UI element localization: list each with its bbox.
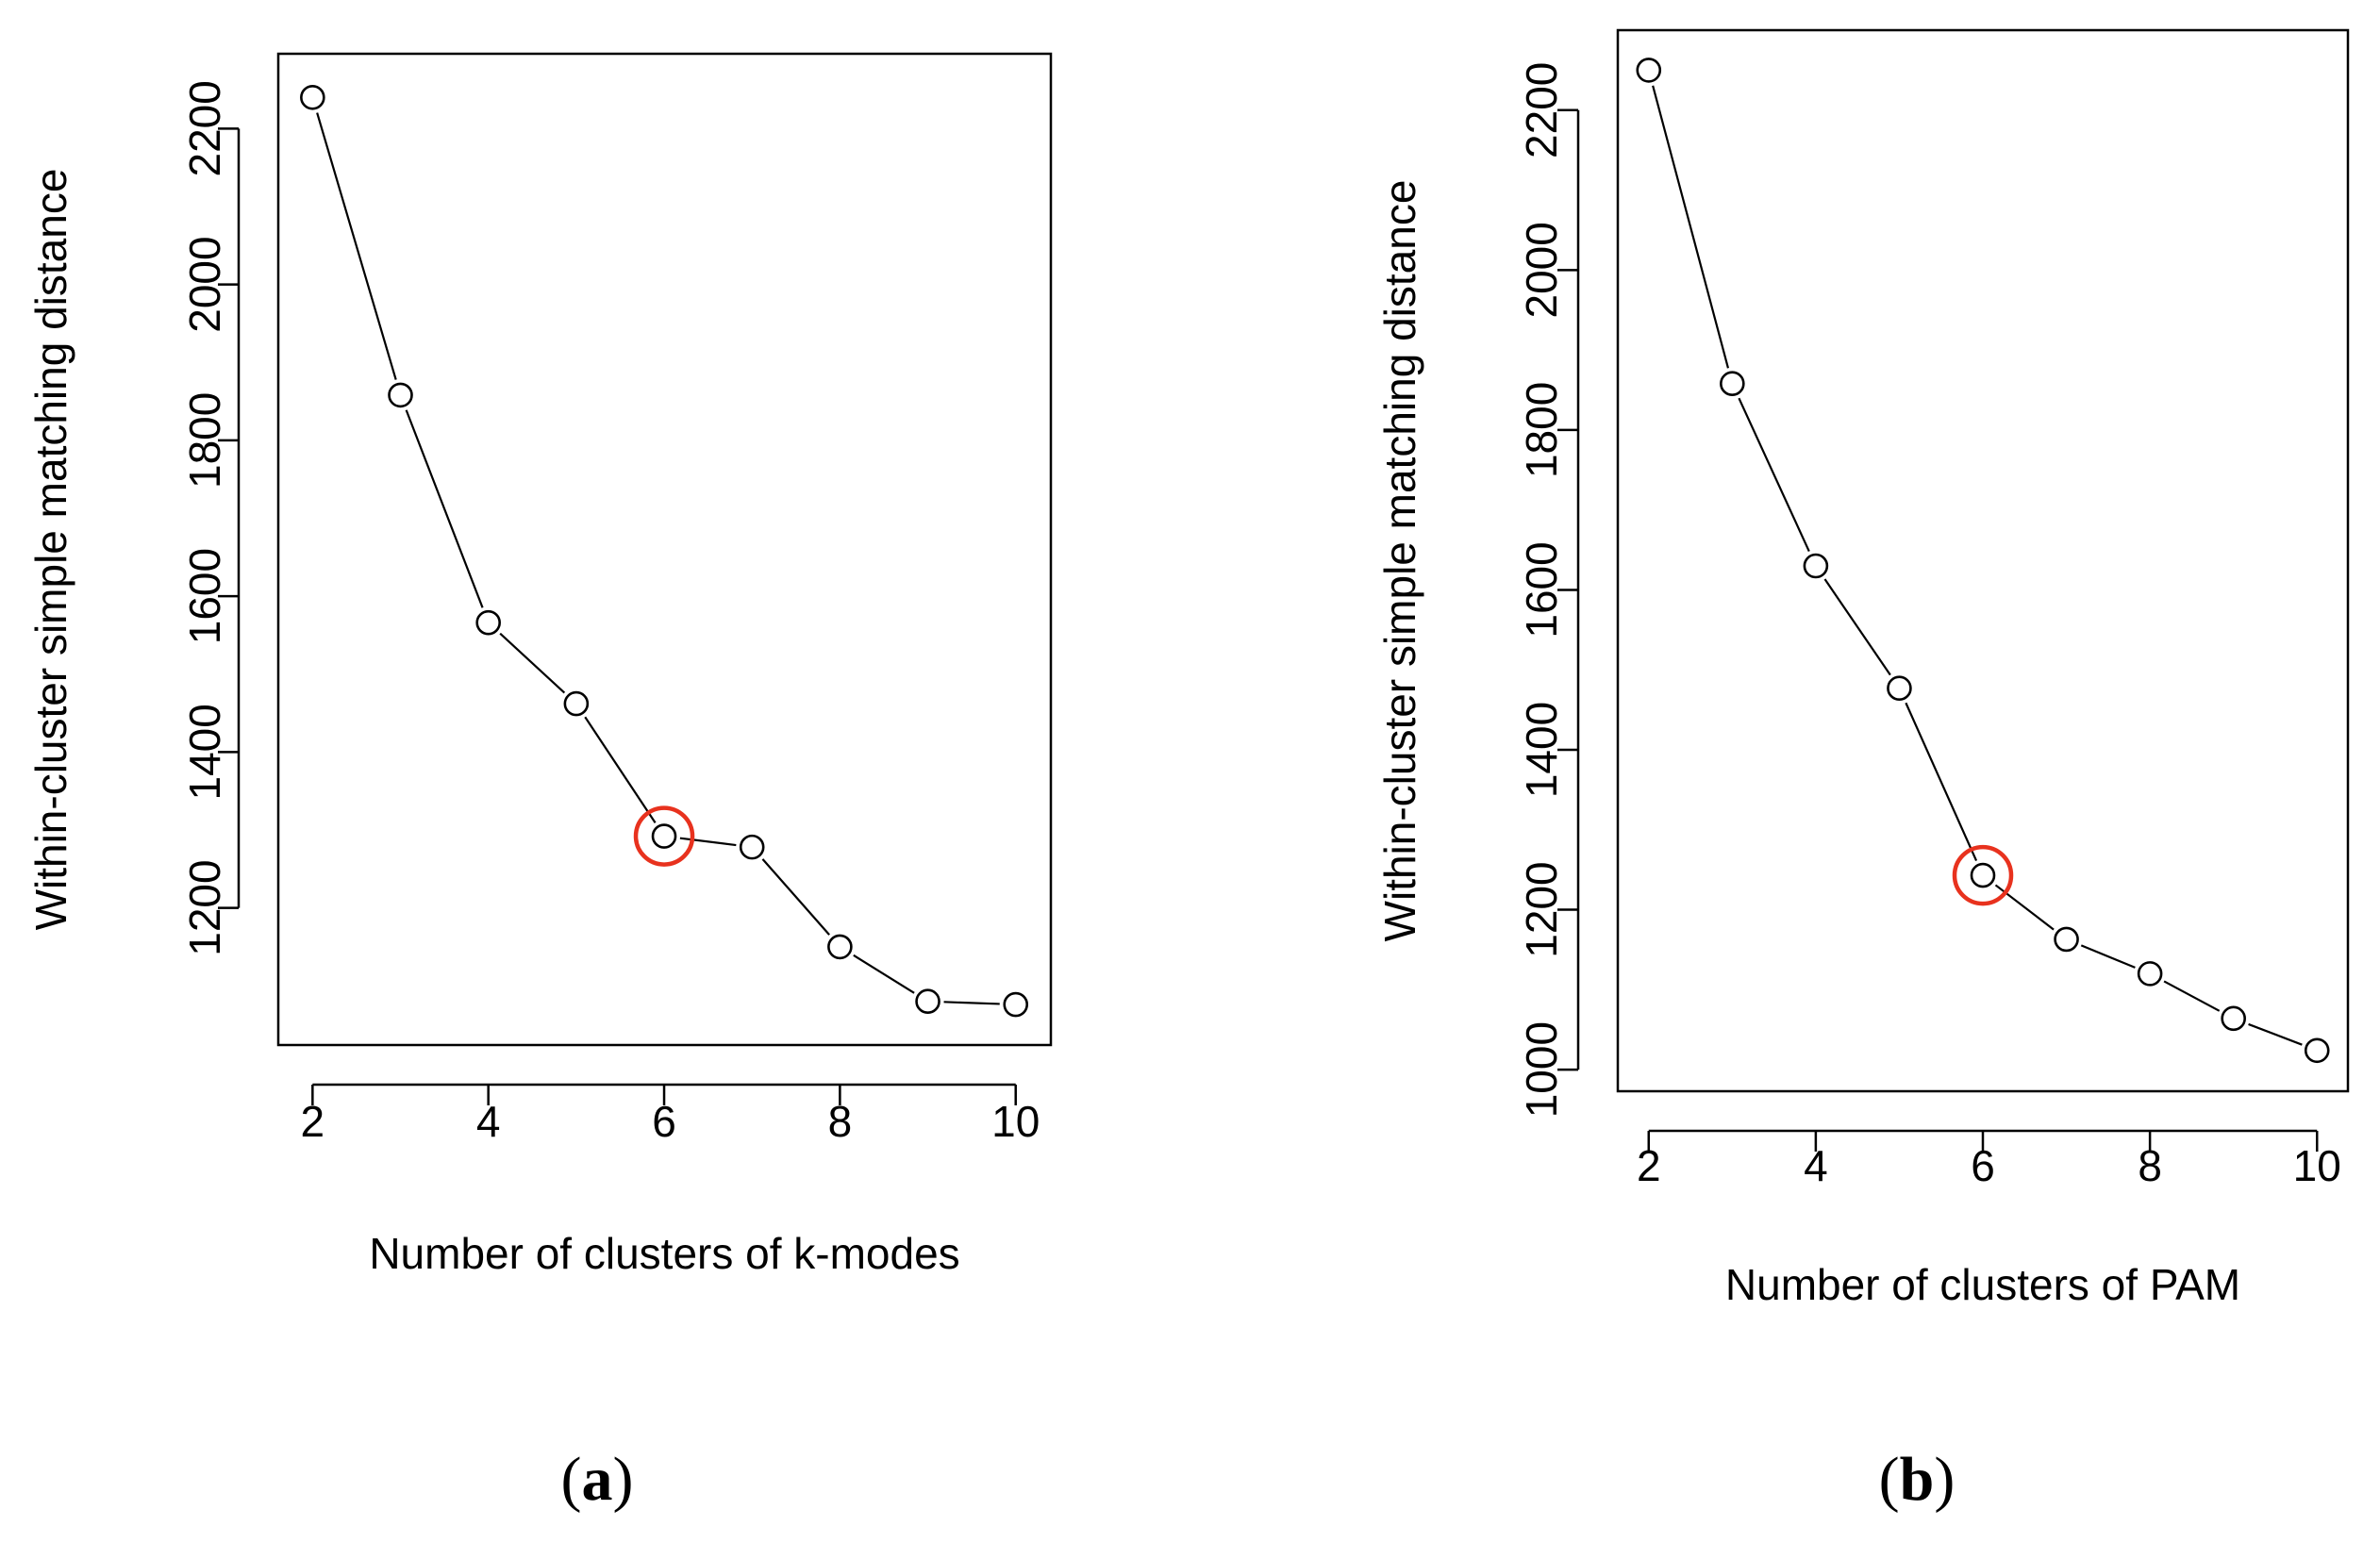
y-tick-label: 1800: [180, 392, 229, 489]
series-segment: [1738, 397, 1810, 553]
y-tick-label: 1000: [1517, 1021, 1566, 1118]
data-point: [563, 690, 590, 717]
data-point: [2137, 961, 2163, 987]
x-axis-title: Number of clusters of k-modes: [369, 1229, 959, 1278]
x-tick-label: 4: [1804, 1141, 1828, 1190]
x-tick-label: 2: [301, 1097, 325, 1146]
x-tick-label: 10: [991, 1097, 1040, 1146]
highlight-circle: [633, 805, 695, 867]
data-point: [475, 609, 501, 636]
panel-label: (b): [1879, 1445, 1956, 1514]
data-point: [1636, 58, 1662, 83]
data-point: [1003, 991, 1029, 1018]
y-tick-label: 1600: [180, 548, 229, 644]
series-segment: [761, 858, 830, 936]
data-point: [915, 988, 940, 1015]
y-axis-title: Within-cluster simple matching distance: [1375, 180, 1424, 942]
x-tick-label: 6: [652, 1097, 676, 1146]
data-point: [1720, 371, 1745, 397]
plot-frame: [276, 52, 1053, 1047]
y-tick-label: 2200: [180, 80, 229, 176]
series-segment: [499, 632, 566, 694]
y-tick-label: 1800: [1517, 382, 1566, 478]
data-point: [1887, 675, 1912, 702]
series-segment: [1652, 85, 1730, 369]
data-point: [739, 834, 765, 860]
x-tick-label: 10: [2293, 1141, 2341, 1190]
series-segment: [2248, 1022, 2303, 1046]
x-tick-label: 6: [1971, 1141, 1995, 1190]
series-segment: [943, 1001, 1000, 1005]
y-tick-label: 1200: [180, 859, 229, 955]
data-point: [827, 934, 853, 960]
data-point: [2221, 1005, 2246, 1032]
series-segment: [2163, 980, 2221, 1012]
y-axis-title: Within-cluster simple matching distance: [26, 169, 75, 931]
series-segment: [1823, 578, 1891, 676]
data-point: [2304, 1037, 2330, 1064]
chart-panel-a: 2 4 6 8 10 1200 1400 1600 1800 2000 2200 Number of …: [26, 52, 1053, 1514]
series-segment: [584, 716, 657, 824]
x-tick-label: 8: [828, 1097, 853, 1146]
series-segment: [316, 112, 397, 380]
y-tick-label: 2000: [180, 236, 229, 332]
series-segment: [679, 837, 737, 847]
x-tick-label: 2: [1637, 1141, 1661, 1190]
series-segment: [1905, 702, 1978, 862]
x-tick-label: 8: [2138, 1141, 2162, 1190]
x-axis-title: Number of clusters of PAM: [1725, 1260, 2240, 1309]
x-tick-label: 4: [476, 1097, 501, 1146]
data-point: [651, 823, 677, 849]
panel-label: (a): [561, 1445, 634, 1514]
highlight-circle: [1952, 844, 2014, 906]
data-point: [388, 382, 413, 408]
y-tick-label: 1400: [1517, 702, 1566, 798]
y-tick-label: 2200: [1517, 62, 1566, 158]
series-segment: [405, 409, 484, 608]
data-point: [300, 84, 325, 110]
data-point: [2054, 926, 2079, 953]
data-point: [1803, 553, 1829, 579]
y-tick-label: 1600: [1517, 541, 1566, 638]
series-segment: [853, 954, 915, 994]
y-tick-label: 2000: [1517, 222, 1566, 318]
plot-frame: [1616, 28, 2350, 1093]
chart-panel-b: 2 4 6 8 10 1000 1200 1400 1600 1800 2000 2200 Number…: [1375, 28, 2350, 1514]
series-segment: [2080, 944, 2136, 969]
y-tick-label: 1200: [1517, 861, 1566, 957]
data-point: [1970, 862, 1996, 888]
y-tick-label: 1400: [180, 704, 229, 800]
